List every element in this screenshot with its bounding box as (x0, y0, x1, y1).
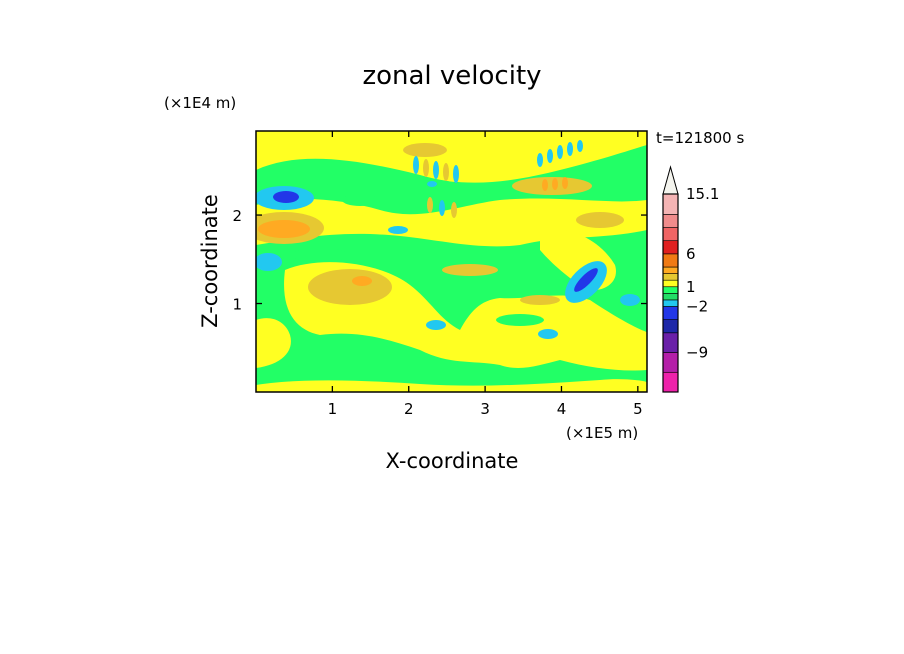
contour-level-cyan (388, 226, 408, 234)
colorbar-segment (662, 214, 679, 228)
colorbar-segment (662, 273, 679, 281)
contour-level-yellow (256, 318, 291, 368)
colorbar-label: 6 (686, 245, 696, 263)
x-tick-label: 1 (328, 400, 338, 418)
contour-level-gold (512, 177, 592, 195)
wave-packet-right (537, 140, 583, 191)
contour-field (256, 131, 647, 392)
contour-level-yellow (256, 379, 647, 392)
contour-level-orange (258, 220, 310, 238)
colorbar-segment (662, 319, 679, 334)
contour-level-orange (352, 276, 372, 286)
colorbar-segment (662, 293, 679, 301)
colorbar-overflow-arrow (662, 165, 679, 195)
colorbar-segment (662, 227, 679, 242)
colorbar-segment (662, 306, 679, 320)
y-tick-label: 1 (232, 296, 242, 314)
wave-packet-center (413, 156, 459, 218)
colorbar-segment (662, 352, 679, 373)
colorbar-label: 15.1 (686, 185, 719, 203)
x-tick-label: 4 (557, 400, 567, 418)
x-axis-unit: (×1E5 m) (566, 424, 638, 442)
colorbar-segment (662, 240, 679, 255)
y-axis-label: Z-coordinate (198, 194, 222, 328)
colorbar-frame (662, 193, 679, 393)
contour-level-gold (520, 295, 560, 305)
colorbar-label: 1 (686, 278, 696, 296)
y-axis-unit: (×1E4 m) (164, 94, 236, 112)
colorbar-segment (662, 193, 679, 215)
colorbar-segment (662, 286, 679, 294)
contour-level-green (496, 314, 544, 326)
x-axis-label: X-coordinate (386, 449, 519, 473)
colorbar-label: −9 (686, 344, 708, 362)
chart-title: zonal velocity (362, 61, 541, 91)
x-tick-label: 3 (480, 400, 490, 418)
colorbar-label: −2 (686, 297, 708, 315)
x-axis-ticks: 1 2 3 4 5 (328, 131, 643, 418)
contour-level-cyan (426, 320, 446, 330)
contour-level-cyan (427, 181, 437, 187)
contour-level-gold (576, 212, 624, 228)
colorbar-segment (662, 332, 679, 353)
x-tick-label: 2 (404, 400, 414, 418)
contour-level-cyan (538, 329, 558, 339)
contour-level-blue (273, 191, 299, 203)
contour-level-gold (442, 264, 498, 276)
colorbar-segment (662, 279, 679, 288)
colorbar-segment (662, 253, 679, 268)
contour-level-green (292, 248, 348, 262)
colorbar-segment (662, 371, 679, 393)
contour-level-gold (308, 269, 392, 305)
contour-level-green (342, 194, 378, 206)
contour-level-cyan (620, 294, 640, 306)
colorbar: 15.1 6 1−2 −9 (662, 165, 719, 393)
plot-frame (255, 130, 648, 393)
y-axis-ticks: 12 (232, 207, 647, 314)
y-tick-label: 2 (232, 207, 242, 225)
time-label: t=121800 s (656, 129, 744, 147)
colorbar-segment (662, 299, 679, 307)
colorbar-segment (662, 266, 679, 274)
contour-level-cyan (256, 253, 282, 271)
contour-level-gold (403, 143, 447, 157)
contour-level-blue (574, 268, 598, 292)
x-tick-label: 5 (633, 400, 643, 418)
